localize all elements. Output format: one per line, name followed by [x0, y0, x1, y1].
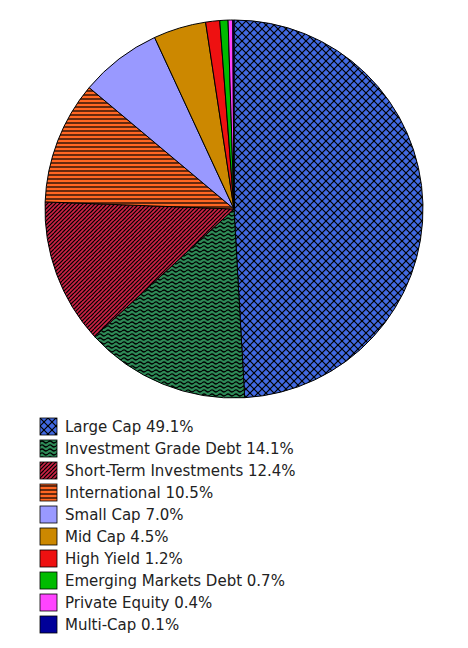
legend-swatch [40, 550, 57, 567]
pie-slice [220, 20, 234, 209]
legend-label: Investment Grade Debt 14.1% [65, 440, 294, 458]
legend-item: High Yield 1.2% [40, 550, 183, 568]
pie-slice [234, 20, 423, 398]
legend-swatch [40, 440, 57, 457]
legend-item: Investment Grade Debt 14.1% [40, 440, 294, 458]
legend-swatch [40, 616, 57, 633]
chart-root: Large Cap 49.1% Investment Grade Debt 14.… [0, 0, 468, 648]
legend-label: Private Equity 0.4% [65, 594, 212, 612]
legend-item: Large Cap 49.1% [40, 418, 194, 436]
legend-swatch [40, 462, 57, 479]
legend-label: Small Cap 7.0% [65, 506, 184, 524]
legend-swatch [40, 418, 57, 435]
legend-item: Private Equity 0.4% [40, 594, 212, 612]
legend-label: Large Cap 49.1% [65, 418, 194, 436]
legend-label: High Yield 1.2% [65, 550, 183, 568]
legend-item: Multi-Cap 0.1% [40, 616, 179, 634]
legend-item: International 10.5% [40, 484, 213, 502]
legend-item: Emerging Markets Debt 0.7% [40, 572, 285, 590]
legend: Large Cap 49.1% Investment Grade Debt 14.… [40, 418, 296, 634]
legend-label: Emerging Markets Debt 0.7% [65, 572, 285, 590]
pie-slice [228, 20, 234, 209]
pie-slice [45, 202, 234, 337]
legend-label: International 10.5% [65, 484, 213, 502]
legend-swatch [40, 594, 57, 611]
legend-label: Short-Term Investments 12.4% [65, 462, 296, 480]
pie [45, 20, 423, 398]
legend-swatch [40, 484, 57, 501]
legend-item: Short-Term Investments 12.4% [40, 462, 296, 480]
legend-item: Small Cap 7.0% [40, 506, 184, 524]
legend-swatch [40, 572, 57, 589]
legend-swatch [40, 528, 57, 545]
legend-label: Mid Cap 4.5% [65, 528, 168, 546]
pie-slice [206, 21, 234, 209]
pie-slice [233, 20, 234, 209]
legend-swatch [40, 506, 57, 523]
legend-item: Mid Cap 4.5% [40, 528, 168, 546]
legend-label: Multi-Cap 0.1% [65, 616, 179, 634]
